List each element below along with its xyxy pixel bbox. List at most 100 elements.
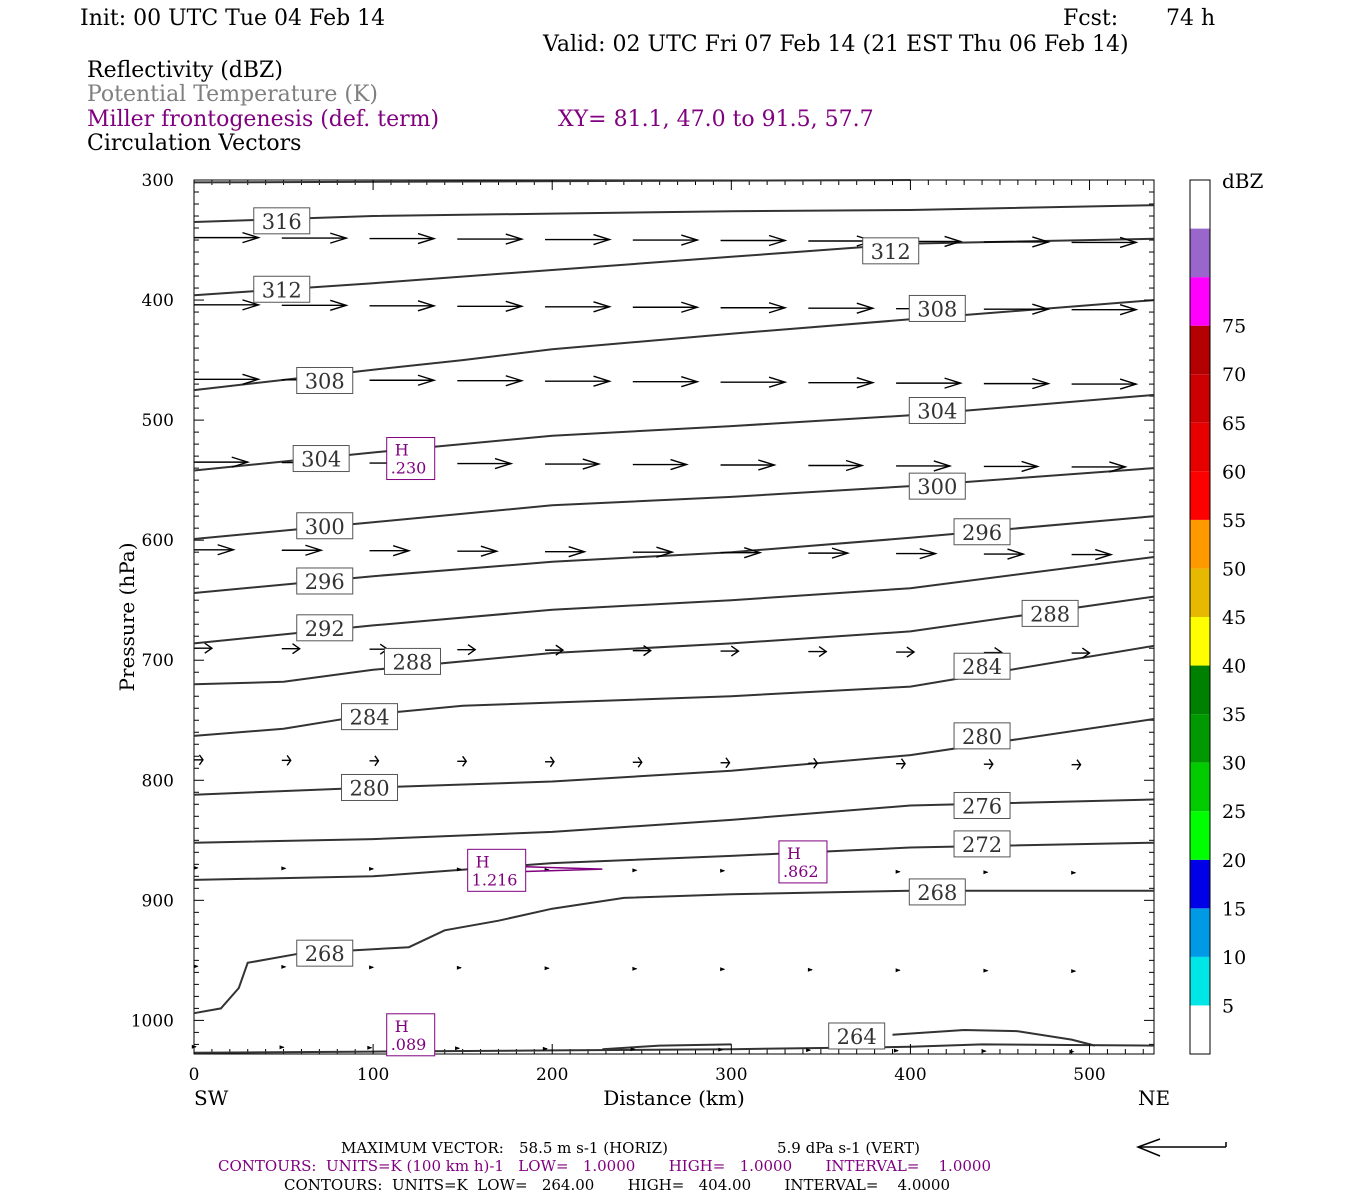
circulation-vector: [896, 646, 916, 658]
circulation-vector: [545, 375, 612, 387]
y-tick-label: 900: [142, 891, 174, 911]
vector-head: [630, 1047, 636, 1052]
circulation-vector: [983, 303, 1051, 315]
max-vector-vert: 5.9 dPa s-1 (VERT): [777, 1139, 920, 1157]
label-box: [253, 207, 311, 235]
vector-head: [1119, 236, 1139, 249]
vector-head: [330, 299, 349, 312]
colorbar-level: 65: [1222, 413, 1246, 435]
circulation-vector: [1071, 759, 1082, 771]
vector-head: [900, 758, 906, 770]
circulation-vector: [807, 967, 813, 972]
isentrope-label: 308: [908, 294, 966, 322]
circulation-vector: [457, 233, 525, 245]
circulation-vector: [281, 754, 292, 766]
label-box: [341, 773, 399, 801]
circulation-vector: [720, 757, 731, 769]
circulation-vector: [983, 377, 1051, 390]
label-text: 284: [349, 706, 389, 730]
x-tick-label: 400: [894, 1065, 926, 1085]
colorbar-level: 30: [1222, 753, 1246, 775]
vector-head: [198, 754, 204, 766]
colorbar-level: 5: [1222, 995, 1234, 1017]
label-text: 292: [305, 617, 345, 641]
vector-head: [681, 301, 700, 313]
vector-head: [193, 865, 199, 870]
contours-purple: CONTOURS: UNITS=K (100 km h)-1 LOW= 1.00…: [218, 1157, 991, 1175]
label-text: 300: [305, 515, 345, 539]
vector-head: [286, 754, 292, 766]
colorbar-segment: [1190, 374, 1210, 423]
vector-head: [480, 545, 500, 557]
vector-head: [456, 965, 462, 970]
circulation-vector: [895, 869, 901, 874]
xy-range: XY= 81.1, 47.0 to 91.5, 57.7: [558, 107, 874, 132]
frontogenesis-max: H.862: [778, 840, 828, 884]
circulation-vector: [896, 758, 906, 770]
colorbar-level: 35: [1222, 704, 1246, 726]
vector-head: [656, 546, 675, 558]
vector-head: [831, 547, 851, 559]
label-text: 284: [962, 655, 1002, 679]
vector-head: [730, 645, 740, 657]
colorbar-level: 60: [1222, 461, 1246, 483]
colorbar-segment: [1190, 617, 1210, 666]
circulation-vector: [983, 758, 994, 770]
label-box: [296, 512, 354, 540]
circulation-vector: [720, 459, 777, 471]
vector-head: [807, 967, 813, 972]
colorbar-level: 15: [1222, 898, 1246, 920]
circulation-vector: [1071, 236, 1139, 249]
isentrope-label: 288: [1021, 599, 1079, 627]
circulation-vector: [808, 547, 851, 559]
vector-head: [542, 1046, 548, 1051]
circulation-vector: [193, 865, 199, 870]
circulation-vector: [457, 457, 514, 470]
isentrope-label: 288: [384, 647, 442, 675]
label-text: 296: [962, 521, 1002, 545]
circulation-vector: [281, 643, 301, 655]
vector-head: [1007, 548, 1026, 560]
label-text: 312: [262, 278, 302, 302]
label-box: [862, 237, 920, 265]
isentrope-label: 308: [296, 366, 354, 394]
isentrope-label: 304: [908, 397, 966, 425]
max-box: [386, 1013, 436, 1057]
vector-head: [988, 758, 994, 770]
vector-head: [1032, 236, 1051, 248]
vector-head: [944, 377, 963, 389]
colorbar-segment: [1190, 811, 1210, 860]
max-marker: H: [395, 1017, 409, 1036]
vector-head: [768, 376, 788, 388]
init-time: Init: 00 UTC Tue 04 Feb 14: [80, 6, 385, 31]
vector-head: [632, 966, 638, 971]
circulation-vector: [808, 757, 819, 769]
vector-head: [1109, 461, 1128, 473]
circulation-vector: [632, 301, 700, 313]
vector-head: [462, 755, 468, 767]
circulation-vector: [632, 645, 652, 657]
circulation-vector: [1071, 303, 1139, 316]
isentrope-line: [193, 204, 1155, 223]
vector-head: [1119, 378, 1139, 390]
max-value: .230: [391, 459, 427, 478]
circulation-vector: [456, 965, 462, 970]
isentrope-line: [193, 798, 1155, 844]
vector-head: [845, 459, 865, 472]
isentrope-label: 284: [341, 703, 399, 731]
circulation-vector: [720, 376, 788, 388]
circulation-vector: [281, 544, 324, 556]
vector-head: [568, 546, 587, 558]
vector-head: [718, 1047, 724, 1052]
label-text: 272: [962, 833, 1002, 857]
vector-head: [1095, 548, 1114, 561]
vector-head: [455, 1046, 461, 1051]
label-text: 308: [917, 297, 957, 321]
colorbar-segment: [1190, 859, 1210, 909]
vector-head: [1032, 377, 1051, 390]
colorbar-segment: [1190, 471, 1210, 520]
circulation-vector: [194, 456, 251, 468]
isentrope-line: [193, 644, 1155, 737]
isentrope-line: [193, 841, 1155, 881]
circulation-vector: [983, 548, 1026, 560]
